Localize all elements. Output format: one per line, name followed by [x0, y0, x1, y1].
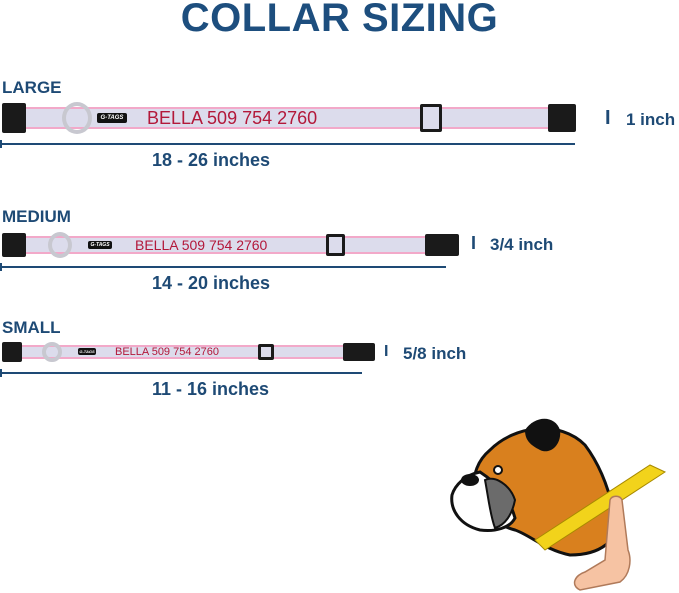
range-large: 18 - 26 inches — [152, 150, 271, 170]
dog-nose-icon — [461, 474, 479, 486]
width-bar-icon: I — [605, 107, 611, 129]
dog-ear-icon — [525, 418, 561, 452]
measure-line — [0, 369, 362, 377]
dog-measuring-illustration — [450, 418, 667, 591]
d-ring-icon — [42, 342, 62, 362]
page-title: COLLAR SIZING — [180, 0, 499, 40]
collar-medium: G-TAGS BELLA 509 754 2760 — [0, 232, 470, 258]
size-label-small: SMALL — [2, 318, 61, 337]
width-bar-icon: I — [471, 233, 477, 253]
dog-eye-icon — [493, 465, 503, 475]
engraving-text: BELLA 509 754 2760 — [135, 237, 268, 253]
width-label-large: 1 inch — [626, 110, 676, 129]
d-ring-icon — [48, 232, 72, 258]
buckle-female-icon — [2, 233, 26, 257]
range-medium: 14 - 20 inches — [152, 273, 271, 293]
measure-line — [0, 263, 446, 271]
size-label-medium: MEDIUM — [2, 207, 71, 226]
buckle-male-icon — [425, 234, 459, 256]
slider-icon — [258, 344, 274, 360]
buckle-male-icon — [343, 343, 375, 361]
buckle-female-icon — [2, 103, 26, 133]
collar-large: G-TAGS BELLA 509 754 2760 — [0, 102, 600, 134]
width-label-small: 5/8 inch — [403, 344, 467, 363]
collar-small: G-TAGS BELLA 509 754 2760 — [0, 341, 380, 363]
measuring-tape-icon — [534, 464, 667, 551]
d-ring-icon — [62, 102, 92, 134]
measure-line — [0, 140, 575, 148]
brand-tag: G-TAGS — [78, 348, 96, 355]
width-label-medium: 3/4 inch — [490, 235, 554, 254]
engraving-text: BELLA 509 754 2760 — [115, 346, 219, 358]
range-small: 11 - 16 inches — [152, 379, 270, 399]
buckle-female-icon — [2, 342, 22, 362]
finger-icon — [573, 495, 631, 591]
slider-icon — [326, 234, 345, 256]
brand-tag: G-TAGS — [97, 113, 127, 123]
brand-tag: G-TAGS — [88, 241, 112, 249]
size-label-large: LARGE — [2, 78, 62, 97]
buckle-male-icon — [548, 104, 576, 132]
engraving-text: BELLA 509 754 2760 — [147, 108, 318, 128]
slider-icon — [420, 104, 442, 132]
width-bar-icon: I — [384, 343, 389, 360]
